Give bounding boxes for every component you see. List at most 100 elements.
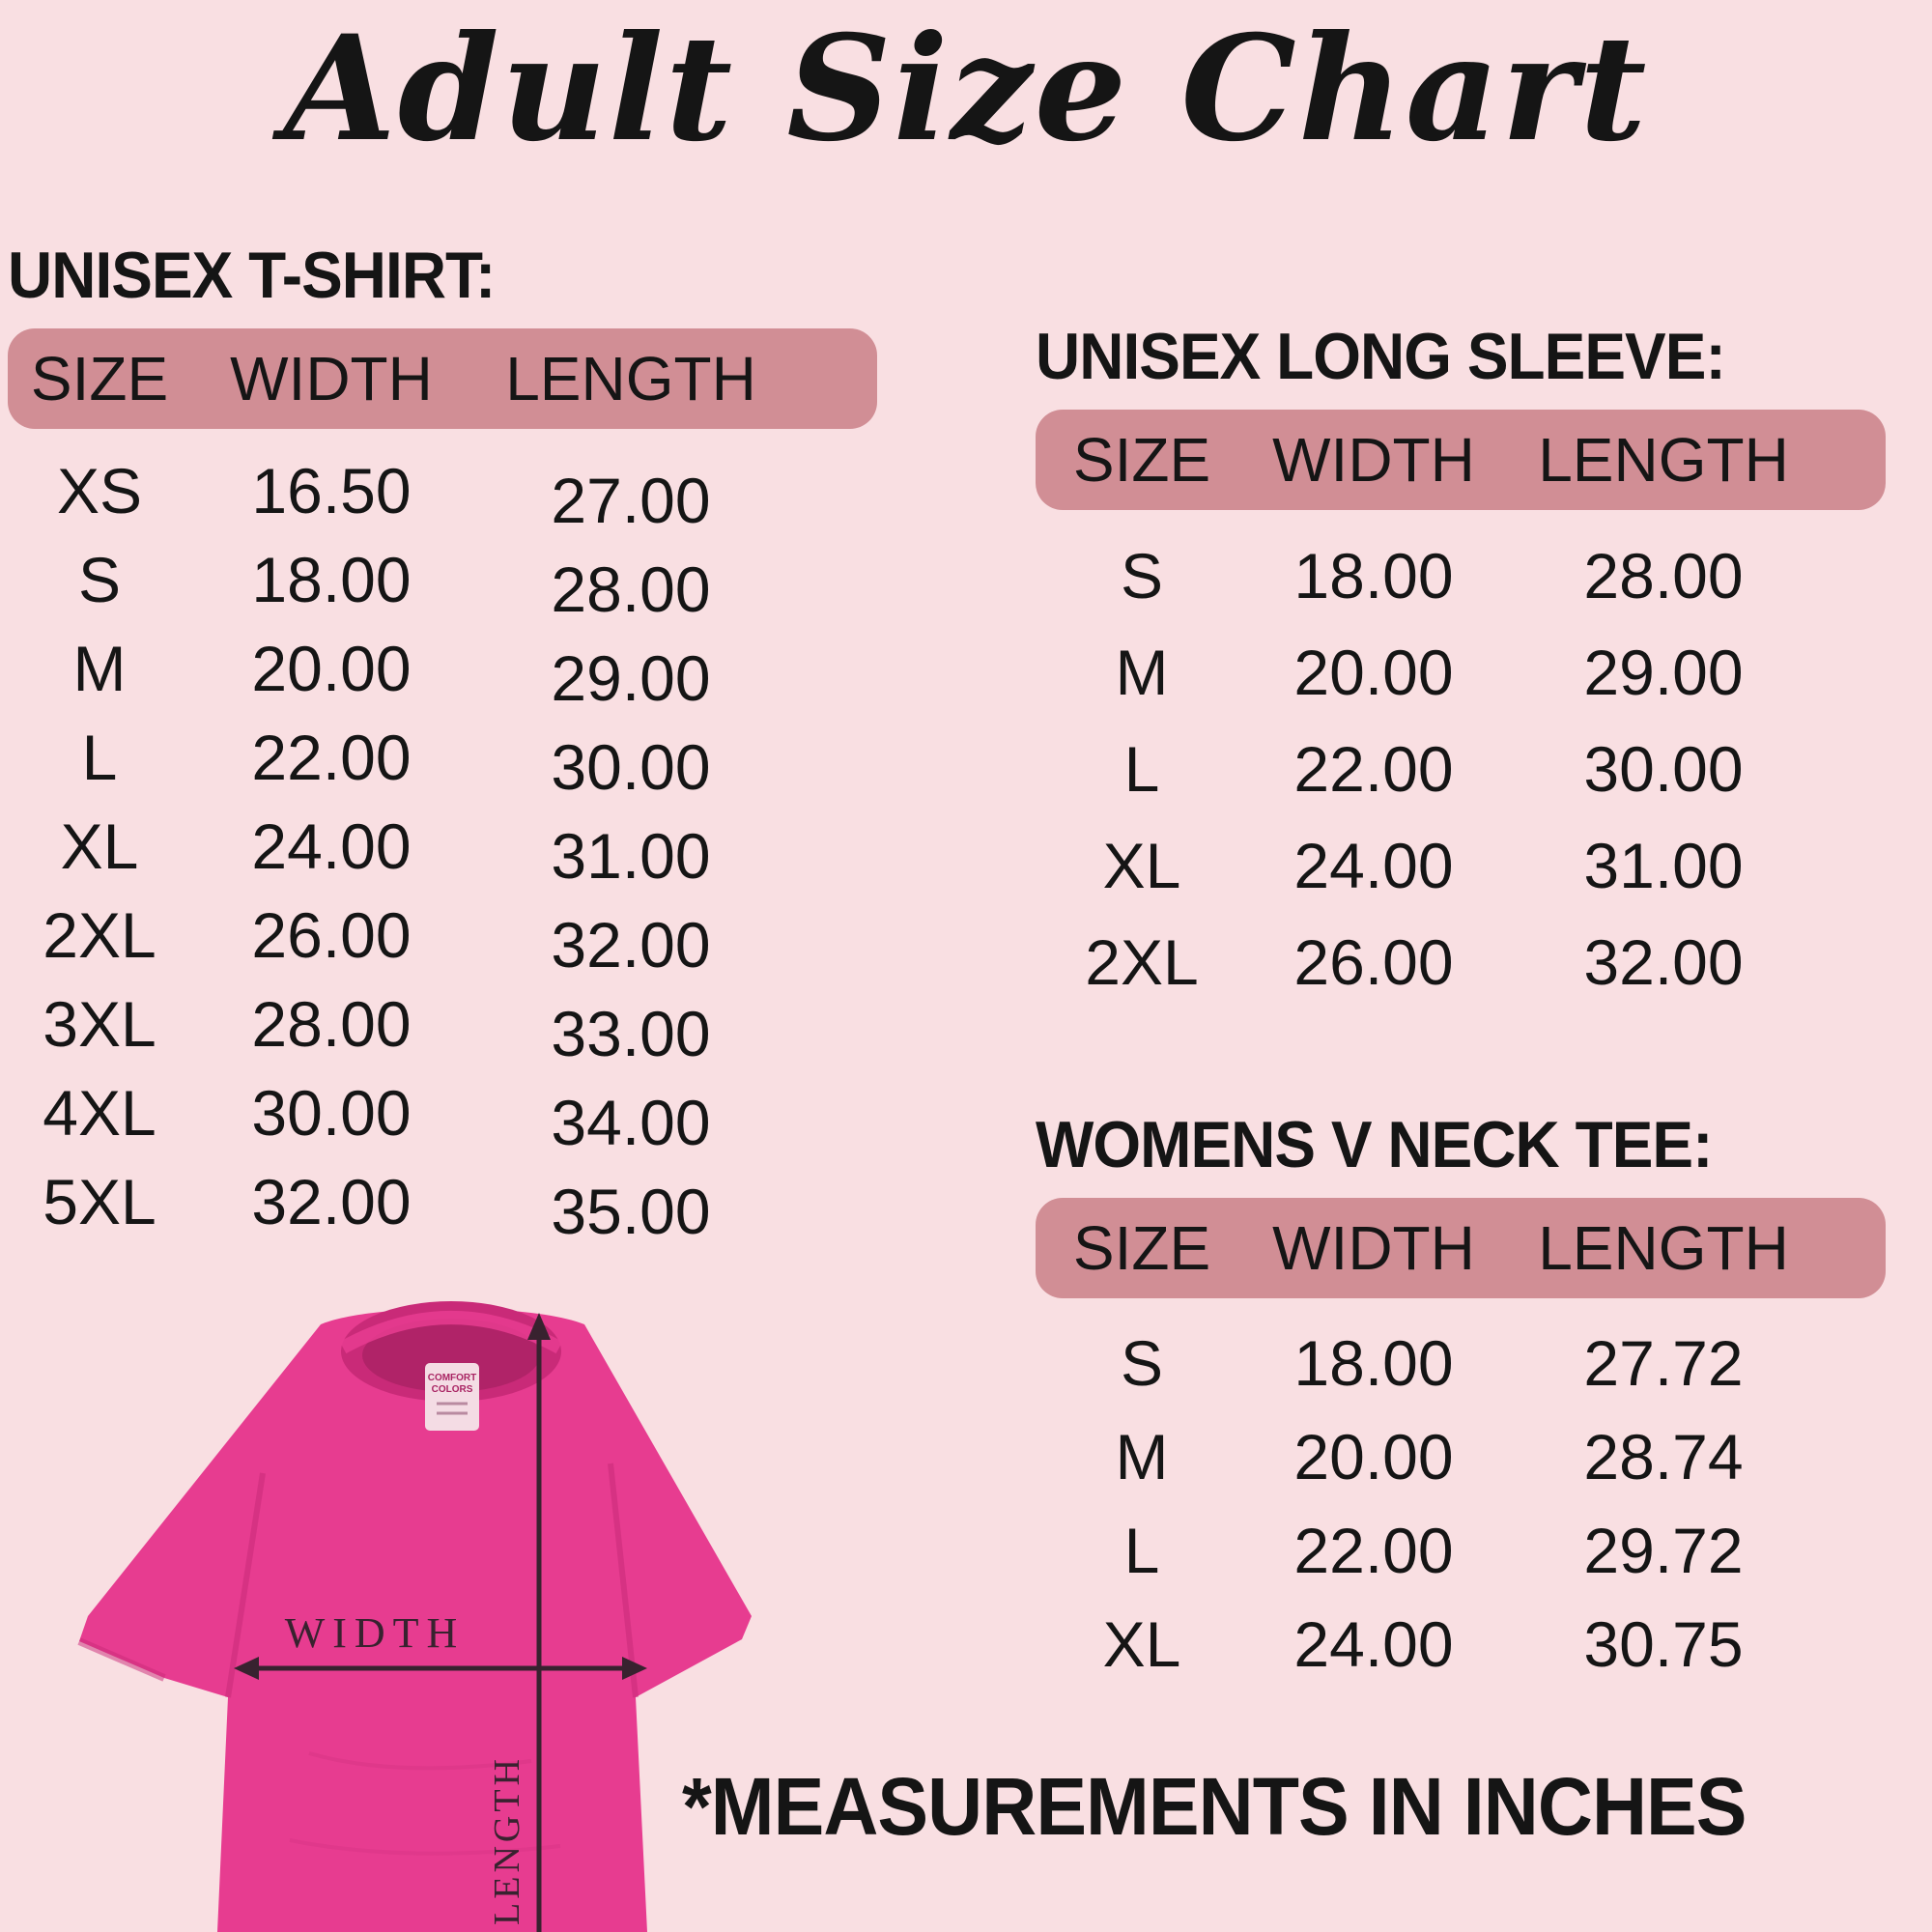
unisex-long-sleeve-rows: S 18.00 28.00 M 20.00 29.00 L 22.00 30.0…	[1036, 527, 1886, 1010]
womens-v-neck-heading: WOMENS V NECK TEE:	[1036, 1108, 1713, 1181]
cell-width: 32.00	[251, 1166, 412, 1237]
cell-size: M	[1115, 1420, 1169, 1492]
cell-width: 28.00	[251, 988, 412, 1060]
cell-size: L	[1123, 1514, 1160, 1586]
cell-width: 30.00	[251, 1077, 412, 1149]
cell-width: 26.00	[1293, 926, 1454, 998]
table-row: 2XL 26.00 32.00	[8, 891, 877, 980]
cell-length: 32.00	[1583, 926, 1744, 998]
cell-length: 28.00	[551, 554, 711, 625]
width-arrowhead-right	[622, 1657, 647, 1680]
cell-size: M	[72, 633, 127, 704]
cell-size: 4XL	[43, 1077, 156, 1149]
cell-width: 22.00	[1293, 733, 1454, 805]
width-label: WIDTH	[285, 1609, 466, 1657]
table-row: L 22.00 30.00	[1036, 721, 1886, 817]
column-header-width: WIDTH	[1272, 425, 1475, 495]
column-header-length: LENGTH	[1538, 1213, 1789, 1283]
table-row: L 22.00 29.72	[1036, 1503, 1886, 1597]
cell-size: XS	[56, 455, 143, 526]
column-header-length: LENGTH	[505, 344, 756, 413]
cell-size: L	[1123, 733, 1160, 805]
table-row: S 18.00 28.00	[1036, 527, 1886, 624]
tshirt-tag-brand-line2: COLORS	[432, 1384, 473, 1395]
cell-width: 24.00	[1293, 830, 1454, 901]
cell-length: 27.00	[551, 465, 711, 536]
cell-size: L	[81, 722, 118, 793]
tshirt-left-cuff	[77, 1637, 166, 1682]
cell-length: 29.72	[1583, 1514, 1744, 1586]
cell-length: 30.00	[1583, 733, 1744, 805]
cell-size: 5XL	[43, 1166, 156, 1237]
cell-width: 18.00	[1293, 1326, 1454, 1399]
table-row: 4XL 30.00 34.00	[8, 1068, 877, 1158]
table-row: XL 24.00 31.00	[8, 802, 877, 892]
cell-width: 26.00	[251, 899, 412, 971]
cell-size: XL	[1102, 830, 1181, 901]
table-row: 2XL 26.00 32.00	[1036, 914, 1886, 1010]
tshirt-body	[79, 1308, 752, 1932]
cell-size: S	[1120, 1326, 1164, 1399]
womens-v-neck-header-row: SIZE WIDTH LENGTH	[1036, 1198, 1886, 1298]
column-header-length: LENGTH	[1538, 425, 1789, 495]
cell-length: 29.00	[551, 642, 711, 714]
tshirt-tag-brand-line1: COMFORT	[428, 1373, 477, 1383]
cell-width: 16.50	[251, 455, 412, 526]
cell-size: S	[77, 544, 122, 615]
table-row: XL 24.00 31.00	[1036, 817, 1886, 914]
column-header-width: WIDTH	[230, 344, 433, 413]
width-arrowhead-left	[234, 1657, 259, 1680]
table-row: L 22.00 30.00	[8, 713, 877, 803]
table-row: S 18.00 28.00	[8, 535, 877, 625]
table-row: XS 16.50 27.00	[8, 446, 877, 536]
cell-length: 28.74	[1583, 1420, 1744, 1492]
cell-size: XL	[60, 810, 139, 882]
cell-size: XL	[1102, 1607, 1181, 1680]
cell-width: 20.00	[1293, 637, 1454, 708]
cell-width: 18.00	[1293, 540, 1454, 611]
cell-width: 22.00	[251, 722, 412, 793]
womens-v-neck-rows: S 18.00 27.72 M 20.00 28.74 L 22.00 29.7…	[1036, 1316, 1886, 1690]
cell-size: 2XL	[43, 899, 156, 971]
length-label: LENGTH	[487, 1755, 527, 1925]
cell-width: 24.00	[1293, 1607, 1454, 1680]
unisex-long-sleeve-section: UNISEX LONG SLEEVE: SIZE WIDTH LENGTH S …	[1036, 319, 1886, 1010]
tshirt-wrinkle	[289, 1838, 561, 1856]
cell-size: 2XL	[1085, 926, 1199, 998]
tshirt-measurement-diagram: COMFORT COLORS WIDTH LENGTH	[77, 1301, 752, 1932]
cell-length: 32.00	[551, 909, 711, 980]
tshirt-right-sleeve-seam	[608, 1463, 639, 1698]
unisex-tshirt-rows: XS 16.50 27.00 S 18.00 28.00 M 20.00 29.…	[8, 446, 877, 1247]
unisex-tshirt-heading: UNISEX T-SHIRT:	[8, 239, 496, 312]
table-row: M 20.00 29.00	[8, 624, 877, 714]
cell-length: 34.00	[551, 1087, 711, 1158]
table-row: 3XL 28.00 33.00	[8, 980, 877, 1069]
cell-length: 28.00	[1583, 540, 1744, 611]
table-row: XL 24.00 30.75	[1036, 1597, 1886, 1690]
column-header-width: WIDTH	[1272, 1213, 1475, 1283]
table-row: M 20.00 29.00	[1036, 624, 1886, 721]
column-header-size: SIZE	[1072, 425, 1211, 495]
table-row: 5XL 32.00 35.00	[8, 1157, 877, 1247]
column-header-size: SIZE	[1072, 1213, 1211, 1283]
cell-length: 30.75	[1583, 1607, 1744, 1680]
tshirt-collar-inner	[362, 1319, 540, 1392]
unisex-long-sleeve-header-row: SIZE WIDTH LENGTH	[1036, 410, 1886, 510]
unisex-tshirt-section: UNISEX T-SHIRT: SIZE WIDTH LENGTH XS 16.…	[8, 238, 877, 1247]
cell-length: 30.00	[551, 731, 711, 803]
cell-length: 29.00	[1583, 637, 1744, 708]
cell-length: 33.00	[551, 998, 711, 1069]
cell-width: 18.00	[251, 544, 412, 615]
length-arrowhead-top	[527, 1313, 551, 1340]
cell-width: 24.00	[251, 810, 412, 882]
unisex-long-sleeve-heading: UNISEX LONG SLEEVE:	[1036, 320, 1726, 393]
cell-width: 20.00	[251, 633, 412, 704]
cell-length: 31.00	[551, 820, 711, 892]
cell-length: 27.72	[1583, 1326, 1744, 1399]
cell-size: 3XL	[43, 988, 156, 1060]
tshirt-left-sleeve-seam	[225, 1472, 266, 1698]
cell-width: 22.00	[1293, 1514, 1454, 1586]
measurements-footnote: *MEASUREMENTS IN INCHES	[682, 1761, 1747, 1852]
unisex-tshirt-header-row: SIZE WIDTH LENGTH	[8, 328, 877, 429]
